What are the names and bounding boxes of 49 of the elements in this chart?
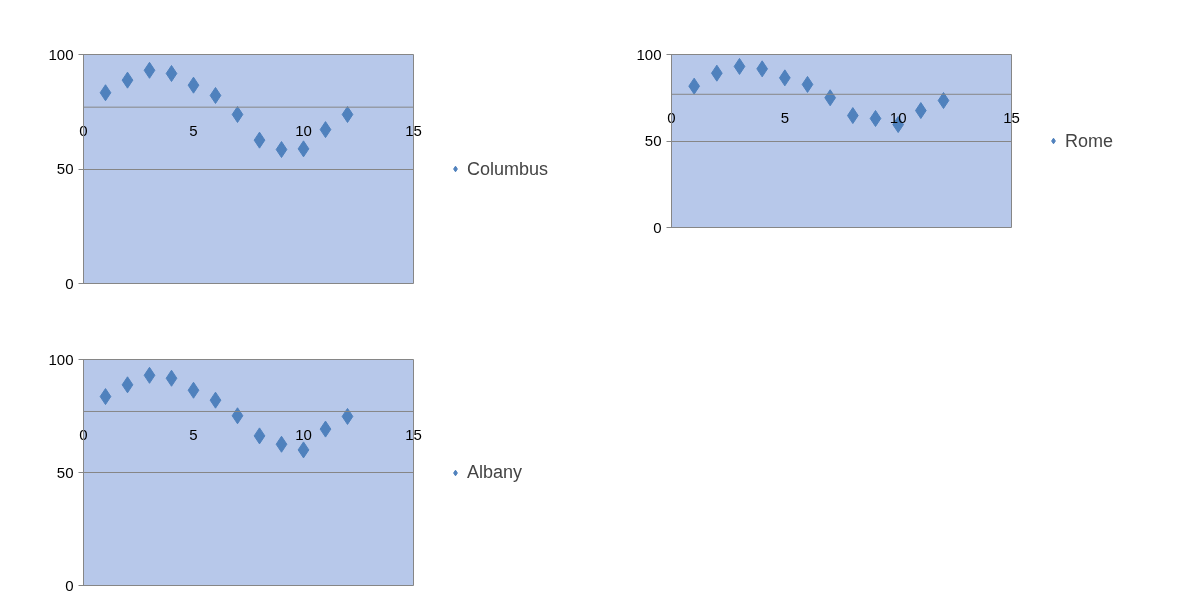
x-tick-label: 10 (889, 108, 907, 126)
x-tick-label: 15 (405, 425, 422, 443)
y-tick-label: 100 (48, 350, 74, 368)
point (143, 61, 156, 79)
point (209, 391, 222, 409)
point (275, 435, 288, 453)
legend-label: Albany (467, 461, 523, 483)
y-tick-label: 100 (48, 45, 74, 63)
point (297, 140, 310, 158)
point (253, 427, 266, 445)
point (869, 110, 882, 128)
point (187, 76, 200, 94)
point (165, 65, 178, 83)
y-tick-label: 0 (65, 274, 74, 292)
x-tick-label: 15 (405, 121, 422, 139)
point (253, 131, 266, 149)
point (801, 75, 814, 93)
point (937, 92, 950, 110)
x-tick-label: 10 (295, 425, 312, 443)
point (341, 407, 354, 425)
point (143, 366, 156, 384)
x-tick-label: 15 (1003, 108, 1020, 126)
point (99, 388, 112, 406)
point (121, 71, 134, 89)
point (187, 381, 200, 399)
point (165, 369, 178, 387)
x-tick-label: 10 (295, 121, 312, 139)
y-tick-label: 50 (56, 463, 74, 481)
point (231, 106, 244, 123)
point (297, 441, 310, 459)
point (275, 141, 288, 159)
y-tick-label: 100 (636, 45, 662, 63)
y-tick-label: 0 (653, 218, 662, 236)
x-tick-label: 5 (780, 108, 790, 126)
x-tick-label: 5 (189, 121, 198, 139)
point (341, 106, 354, 123)
x-tick-label: 5 (189, 425, 198, 443)
point (319, 420, 332, 438)
point (319, 121, 332, 139)
legend-label: Columbus (467, 158, 549, 179)
point (231, 407, 244, 425)
y-tick-label: 0 (65, 576, 74, 594)
point (733, 57, 746, 75)
point (209, 86, 222, 104)
point (99, 84, 112, 102)
legend-label: Rome (1065, 130, 1114, 151)
y-tick-label: 50 (56, 160, 74, 177)
y-tick-label: 50 (644, 132, 662, 149)
point (121, 376, 134, 394)
